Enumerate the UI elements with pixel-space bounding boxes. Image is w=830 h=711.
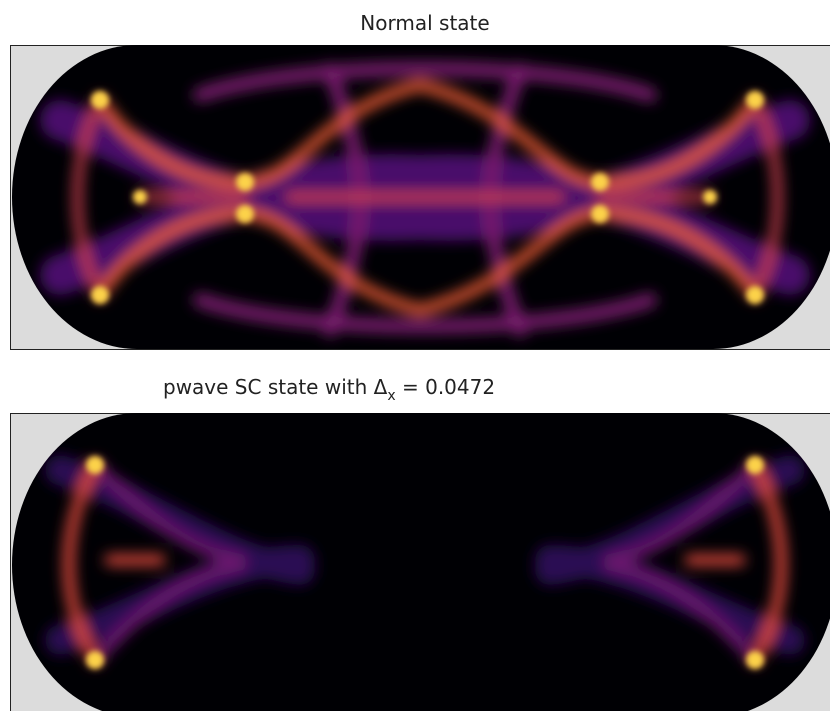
panel-title: pwave SC state with Δx = 0.0472	[163, 375, 495, 404]
stadium	[0, 40, 830, 360]
title-text: pwave SC state with Δ	[163, 375, 388, 399]
page: Normal state pwave SC state with Δx = 0.…	[0, 0, 830, 711]
stadium	[0, 405, 830, 711]
title-text: = 0.0472	[396, 375, 495, 399]
heatmap-pwave	[0, 405, 830, 711]
heatmap-normal	[0, 40, 830, 360]
panel-title: Normal state	[360, 11, 489, 35]
figure: Normal state pwave SC state with Δx = 0.…	[0, 0, 830, 711]
title-subscript: x	[387, 388, 395, 404]
